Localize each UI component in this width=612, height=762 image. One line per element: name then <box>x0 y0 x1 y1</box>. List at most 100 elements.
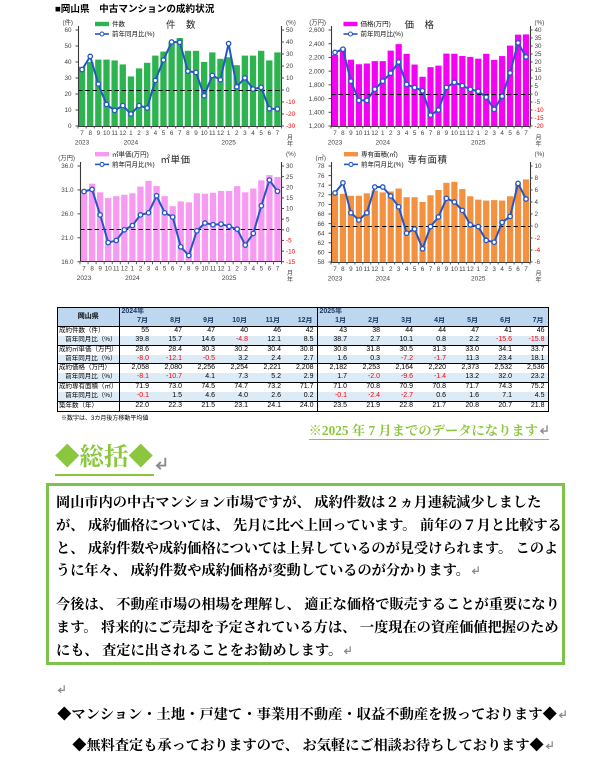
svg-text:10: 10 <box>355 266 363 273</box>
svg-text:(万円): (万円) <box>58 154 75 162</box>
svg-text:58: 58 <box>317 259 325 266</box>
svg-text:3: 3 <box>147 266 151 273</box>
svg-text:8: 8 <box>535 175 539 182</box>
svg-text:11: 11 <box>364 266 371 273</box>
svg-text:2: 2 <box>389 266 393 273</box>
svg-text:2024: 2024 <box>125 275 140 282</box>
svg-text:30: 30 <box>286 51 294 58</box>
svg-text:-30: -30 <box>286 123 296 130</box>
svg-text:9: 9 <box>98 266 102 273</box>
svg-text:40: 40 <box>64 59 72 66</box>
svg-text:4: 4 <box>252 266 256 273</box>
svg-text:60: 60 <box>317 250 325 257</box>
svg-text:-6: -6 <box>535 259 541 266</box>
svg-text:20: 20 <box>286 184 294 191</box>
svg-text:件数: 件数 <box>112 19 126 28</box>
svg-text:10: 10 <box>201 266 209 273</box>
svg-text:7: 7 <box>333 130 337 137</box>
svg-text:年: 年 <box>287 140 293 148</box>
svg-text:12: 12 <box>121 266 129 273</box>
svg-text:7: 7 <box>276 130 280 137</box>
svg-text:8: 8 <box>187 266 191 273</box>
svg-text:1,200: 1,200 <box>309 123 325 130</box>
svg-text:8: 8 <box>186 130 190 137</box>
svg-text:-20: -20 <box>286 111 296 118</box>
svg-text:20: 20 <box>535 59 543 66</box>
svg-text:50: 50 <box>286 27 294 34</box>
svg-text:2: 2 <box>137 130 141 137</box>
svg-text:72: 72 <box>317 192 325 199</box>
svg-text:64: 64 <box>317 230 325 237</box>
svg-text:5: 5 <box>260 266 264 273</box>
svg-text:(%): (%) <box>286 20 296 27</box>
svg-text:4: 4 <box>251 130 255 137</box>
svg-text:12: 12 <box>218 266 226 273</box>
svg-text:5: 5 <box>259 130 263 137</box>
svg-text:年: 年 <box>536 140 542 148</box>
svg-text:7: 7 <box>82 266 86 273</box>
svg-text:6: 6 <box>170 130 174 137</box>
svg-text:8: 8 <box>341 130 345 137</box>
svg-text:0: 0 <box>286 227 290 234</box>
svg-text:-15: -15 <box>286 259 296 266</box>
svg-text:3: 3 <box>243 266 247 273</box>
svg-text:15: 15 <box>286 195 294 202</box>
svg-text:6: 6 <box>516 266 520 273</box>
svg-text:5: 5 <box>508 130 512 137</box>
svg-text:1: 1 <box>227 130 231 137</box>
svg-text:0: 0 <box>535 223 539 230</box>
svg-text:6: 6 <box>516 130 520 137</box>
svg-text:0: 0 <box>68 123 72 130</box>
svg-text:68: 68 <box>317 211 325 218</box>
svg-text:4: 4 <box>405 266 409 273</box>
svg-text:11: 11 <box>113 266 120 273</box>
svg-text:36.0: 36.0 <box>61 163 74 170</box>
svg-text:7: 7 <box>429 266 433 273</box>
svg-text:年: 年 <box>536 276 542 284</box>
svg-text:7: 7 <box>333 266 337 273</box>
svg-text:12: 12 <box>467 266 475 273</box>
svg-text:1: 1 <box>477 130 481 137</box>
svg-text:-5: -5 <box>286 238 292 245</box>
svg-text:4: 4 <box>500 266 504 273</box>
svg-text:2023: 2023 <box>75 140 90 147</box>
svg-text:2,400: 2,400 <box>309 41 325 48</box>
svg-text:70: 70 <box>317 202 325 209</box>
svg-text:11: 11 <box>111 130 118 137</box>
svg-text:2024: 2024 <box>124 140 139 147</box>
svg-text:30: 30 <box>286 163 294 170</box>
svg-text:2,600: 2,600 <box>309 27 325 34</box>
svg-text:3: 3 <box>397 266 401 273</box>
svg-text:1: 1 <box>131 266 135 273</box>
svg-text:11: 11 <box>364 130 371 137</box>
svg-text:3: 3 <box>145 130 149 137</box>
svg-text:2024: 2024 <box>376 140 391 147</box>
svg-text:10: 10 <box>103 130 111 137</box>
svg-text:月: 月 <box>536 270 542 277</box>
svg-text:9: 9 <box>349 266 353 273</box>
svg-text:5: 5 <box>413 266 417 273</box>
svg-text:2: 2 <box>389 130 393 137</box>
svg-text:6: 6 <box>171 266 175 273</box>
svg-text:50: 50 <box>64 43 72 50</box>
svg-text:31.0: 31.0 <box>61 187 74 194</box>
svg-text:1: 1 <box>227 266 231 273</box>
svg-text:6: 6 <box>268 130 272 137</box>
svg-text:2: 2 <box>139 266 143 273</box>
svg-text:-10: -10 <box>286 248 296 255</box>
svg-text:-10: -10 <box>286 99 296 106</box>
svg-text:-4: -4 <box>535 247 541 254</box>
svg-text:(%): (%) <box>535 20 545 27</box>
svg-text:2025: 2025 <box>222 275 237 282</box>
svg-text:2025: 2025 <box>471 276 486 283</box>
svg-text:月: 月 <box>287 270 293 277</box>
svg-text:2: 2 <box>535 211 539 218</box>
svg-text:3: 3 <box>492 130 496 137</box>
svg-text:12: 12 <box>371 130 379 137</box>
svg-text:30: 30 <box>64 75 72 82</box>
svg-text:㎡単価(万円): ㎡単価(万円) <box>112 149 149 158</box>
svg-text:9: 9 <box>445 130 449 137</box>
svg-text:6: 6 <box>535 187 539 194</box>
svg-text:2023: 2023 <box>328 140 343 147</box>
svg-text:-15: -15 <box>535 115 545 122</box>
